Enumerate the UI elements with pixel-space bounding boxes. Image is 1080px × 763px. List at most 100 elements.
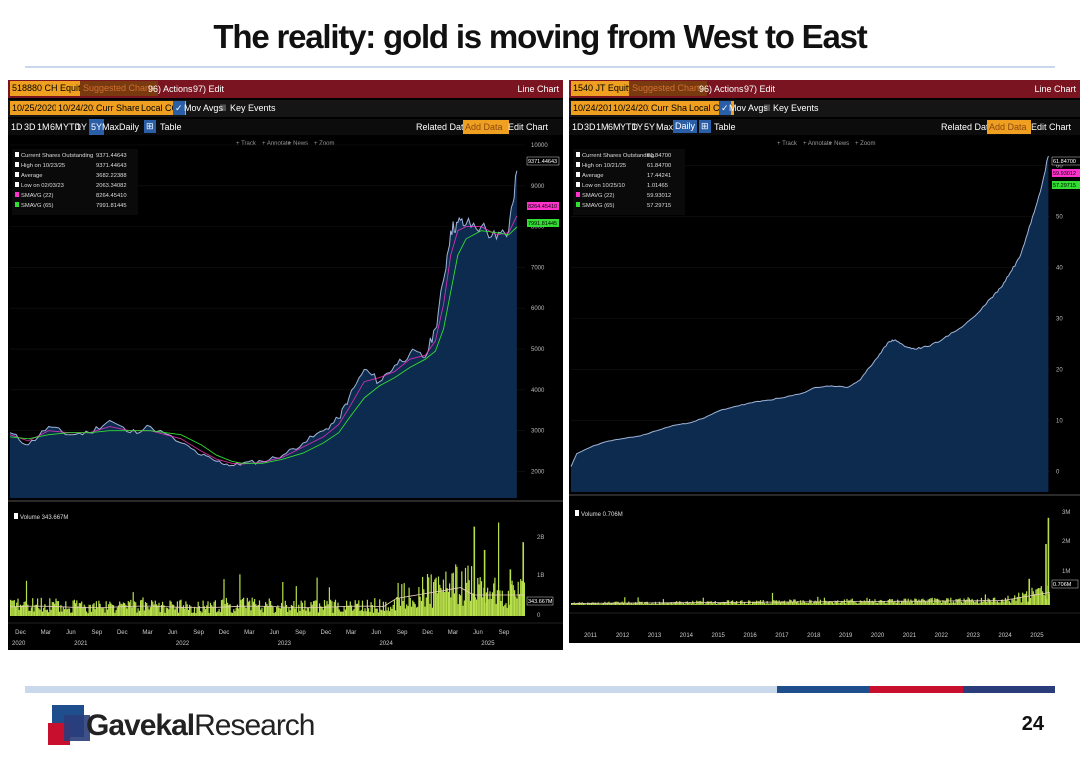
right-add-data-input[interactable]: Add Data xyxy=(987,120,1031,134)
right-period-1y[interactable]: 1Y xyxy=(632,122,644,132)
left-volume-bar xyxy=(218,608,220,616)
right-x-year-label: 2018 xyxy=(807,633,821,639)
right-x-year-label: 2022 xyxy=(935,633,949,639)
right-volume-bar xyxy=(672,603,674,605)
left-period-3d[interactable]: 3D xyxy=(24,122,36,132)
left-volume-bar xyxy=(437,576,440,616)
right-period-5y[interactable]: 5Y xyxy=(644,122,656,132)
left-mov-avgs-checkbox[interactable]: ✓ xyxy=(173,101,185,115)
right-volume-swatch xyxy=(575,510,579,516)
left-volume-bar xyxy=(374,598,376,616)
right-volume-bar xyxy=(613,602,615,605)
left-y-tick-label: 3000 xyxy=(531,429,545,435)
left-chart-canvas[interactable]: + Track + Annotate+ News + Zoom 2000 3000 400… xyxy=(8,135,563,650)
left-volume-bar xyxy=(267,606,269,616)
right-edit-menu[interactable]: 97) Edit xyxy=(744,84,776,94)
right-volume-bar xyxy=(681,602,683,605)
left-period-1d[interactable]: 1D xyxy=(11,122,23,132)
left-volume-bar xyxy=(171,604,174,616)
right-related-data[interactable]: Related Data xyxy=(941,122,994,132)
right-chart-canvas[interactable]: + Track + Annotate+ News + Zoom 0 10 20 30 40 50… xyxy=(569,135,1080,643)
right-volume-bar xyxy=(1019,597,1021,605)
left-volume-bar xyxy=(366,599,368,616)
right-period-3d[interactable]: 3D xyxy=(584,122,596,132)
right-volume-bar xyxy=(589,603,591,605)
left-volume-bar xyxy=(113,605,115,616)
right-period-ytd[interactable]: YTD xyxy=(620,122,638,132)
left-volume-bar xyxy=(312,601,315,616)
left-volume-spike xyxy=(509,569,512,616)
left-volume-bar xyxy=(281,602,283,616)
right-volume-bar xyxy=(761,602,763,605)
left-volume-bar xyxy=(135,602,137,616)
right-frequency-select[interactable]: Daily xyxy=(673,120,698,133)
left-date-from[interactable]: 10/25/2020 xyxy=(10,101,60,115)
right-table-tab[interactable]: Table xyxy=(714,122,736,132)
right-volume-bar xyxy=(641,601,643,605)
right-volume-bar xyxy=(991,601,993,605)
right-volume-bar xyxy=(662,599,664,605)
left-actions-menu[interactable]: 96) Actions xyxy=(148,84,193,94)
left-volume-bar xyxy=(71,612,73,616)
left-volume-bar xyxy=(32,598,34,616)
left-volume-bar xyxy=(65,601,67,616)
right-volume-bar xyxy=(987,598,989,605)
logo-wordmark: GavekalResearch xyxy=(86,709,316,743)
right-volume-bar xyxy=(777,601,779,605)
right-mov-avgs-checkbox[interactable]: ✓ xyxy=(719,101,731,115)
right-edit-chart[interactable]: Edit Chart xyxy=(1031,122,1072,132)
right-date-to[interactable]: 10/24/2025 xyxy=(611,101,661,115)
left-date-to[interactable]: 10/24/2025 xyxy=(56,101,106,115)
left-x-year-label: 2025 xyxy=(481,641,495,647)
left-volume-bar xyxy=(504,604,506,616)
left-add-data-input[interactable]: Add Data xyxy=(463,120,509,134)
right-volume-bar xyxy=(758,601,760,605)
right-ticker[interactable]: 1540 JT Equity xyxy=(571,81,635,96)
right-volume-bar xyxy=(968,598,970,605)
left-volume-bar xyxy=(17,598,19,616)
left-volume-bar xyxy=(98,600,100,616)
right-date-from[interactable]: 10/24/2010 xyxy=(571,101,621,115)
left-volume-bar xyxy=(152,601,154,616)
right-volume-bar xyxy=(890,599,892,605)
left-ticker[interactable]: 518880 CH Equity xyxy=(10,81,88,96)
right-mov-avgs-label: Mov Avgs xyxy=(729,103,768,113)
left-x-year-label: 2021 xyxy=(74,641,88,647)
left-period-5y[interactable]: 5Y xyxy=(89,119,105,135)
left-legend-swatch xyxy=(15,152,19,157)
left-volume-bar xyxy=(445,571,447,616)
right-chart-icon[interactable]: ⊞ xyxy=(699,120,711,133)
left-volume-bar xyxy=(126,608,128,616)
right-period-1d[interactable]: 1D xyxy=(572,122,584,132)
left-related-data[interactable]: Related Data xyxy=(416,122,469,132)
left-edit-chart[interactable]: Edit Chart xyxy=(508,122,549,132)
left-chart-icon[interactable]: ⊞ xyxy=(144,120,156,133)
left-volume-bar xyxy=(211,605,213,616)
right-actions-menu[interactable]: 96) Actions xyxy=(699,84,744,94)
right-volume-bar xyxy=(1010,602,1012,605)
left-table-tab[interactable]: Table xyxy=(160,122,182,132)
left-period-1m[interactable]: 1M xyxy=(37,122,50,132)
left-volume-bar xyxy=(401,584,403,616)
left-period-6m[interactable]: 6M xyxy=(50,122,63,132)
right-volume-bar xyxy=(1026,591,1028,605)
right-volume-bar xyxy=(958,598,960,605)
left-volume-bar xyxy=(474,597,476,616)
right-suggested-charts[interactable]: Suggested Charts xyxy=(629,81,708,96)
right-period-max[interactable]: Max xyxy=(656,122,674,132)
left-period-1y[interactable]: 1Y xyxy=(76,122,88,132)
left-volume-bar xyxy=(285,604,288,616)
left-volume-bar xyxy=(33,611,35,616)
left-period-ytd[interactable]: YTD xyxy=(63,122,81,132)
left-suggested-charts[interactable]: Suggested Charts xyxy=(80,81,159,96)
left-legend-label: SMAVG (65) xyxy=(21,203,53,209)
left-period-max[interactable]: Max xyxy=(102,122,120,132)
right-volume-bar xyxy=(738,604,740,605)
right-key-events-label[interactable]: Key Events xyxy=(773,103,819,113)
left-frequency-select[interactable]: Daily xyxy=(119,122,140,132)
right-period-1m[interactable]: 1M xyxy=(596,122,609,132)
right-period-6m[interactable]: 6M xyxy=(608,122,621,132)
left-edit-menu[interactable]: 97) Edit xyxy=(193,84,225,94)
left-key-events-label[interactable]: Key Events xyxy=(230,103,276,113)
right-volume-bar xyxy=(972,601,974,605)
